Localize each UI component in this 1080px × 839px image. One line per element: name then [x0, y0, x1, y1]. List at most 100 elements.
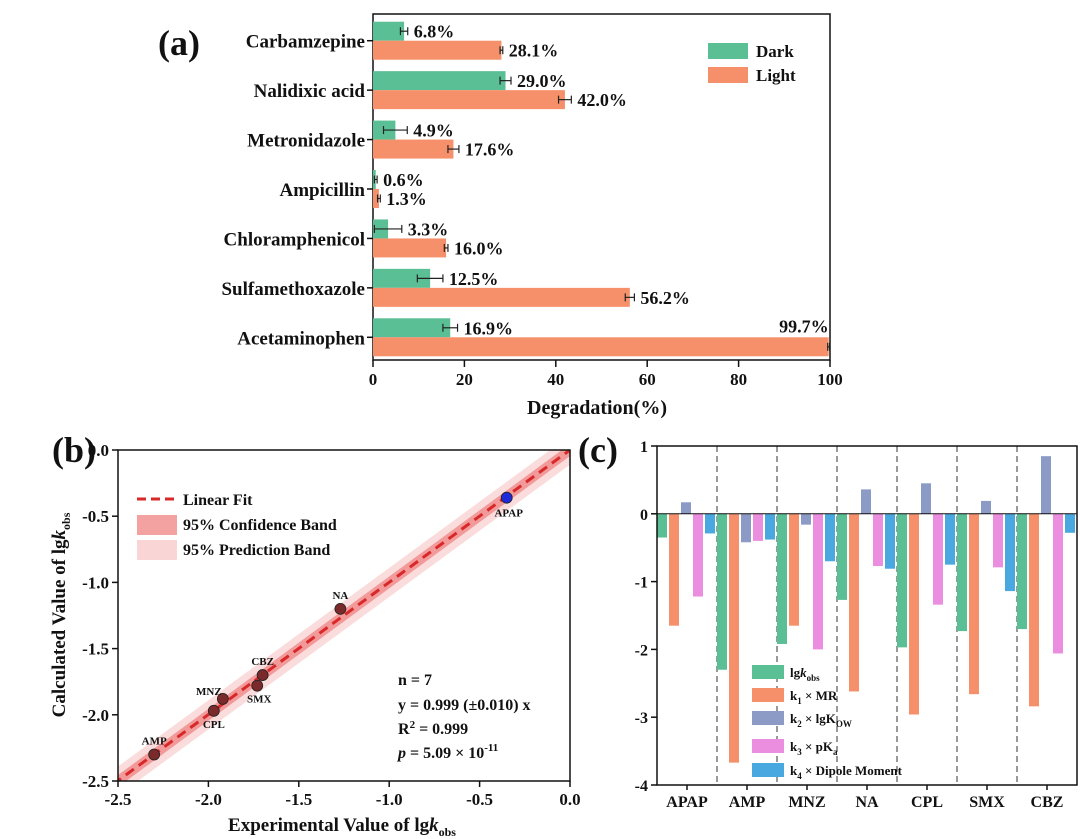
- c-bar: [717, 513, 727, 670]
- c-category-label: CPL: [911, 794, 943, 811]
- c-y-tick-label: -4: [635, 778, 648, 795]
- a-data-label: 99.7%: [779, 316, 829, 336]
- a-data-label: 56.2%: [640, 288, 690, 308]
- c-bar: [909, 513, 919, 715]
- panel-b-xlabel: Experimental Value of lgkobs: [228, 815, 456, 839]
- c-bar: [981, 500, 991, 514]
- c-bar: [837, 513, 847, 600]
- c-bar: [849, 513, 859, 692]
- b-x-tick-label: -2.0: [195, 790, 222, 809]
- a-data-label: 42.0%: [577, 90, 627, 110]
- c-bar: [873, 513, 883, 567]
- a-bar-light: [373, 238, 447, 258]
- a-category-label: Metronidazole: [247, 131, 365, 152]
- b-x-tick-label: -2.5: [105, 790, 132, 809]
- panel-a-label: (a): [158, 23, 200, 63]
- c-bar: [885, 513, 895, 569]
- c-category-label: NA: [855, 794, 879, 811]
- b-y-tick-label: -2.5: [82, 772, 109, 791]
- a-data-label: 12.5%: [449, 269, 499, 289]
- a-x-tick-label: 20: [456, 370, 473, 389]
- panel-c-label: (c): [578, 430, 618, 470]
- a-x-tick-label: 40: [547, 370, 564, 389]
- a-x-tick-label: 0: [369, 370, 378, 389]
- b-y-tick-label: -2.0: [82, 706, 109, 725]
- legend-c-s4: k4 × Dipole Moment: [790, 763, 903, 781]
- panel-a-plot: 0 20 40 60 80 100 Carbamzepine 6.8% 28.1% Nalidix…: [221, 13, 843, 389]
- a-category-label: Chloramphenicol: [224, 229, 365, 250]
- legend-prediction-swatch: [137, 540, 177, 560]
- panel-b-plot: APAP NA CBZ SMX MNZ CPL AMP -2.5 -2.0 -1.5 -1.0 -0.…: [82, 441, 581, 809]
- a-bar-dark: [373, 21, 405, 41]
- a-legend-label: Light: [756, 66, 796, 85]
- a-data-label: 29.0%: [517, 71, 567, 91]
- c-bar: [729, 513, 739, 763]
- c-y-tick-label: -3: [635, 710, 648, 727]
- b-point: [500, 491, 513, 504]
- legend-c-s1: k1 × MR: [790, 688, 838, 706]
- b-y-tick-label: 0.0: [88, 441, 109, 460]
- a-data-label: 16.0%: [454, 238, 504, 258]
- c-bar: [1053, 513, 1063, 654]
- c-y-tick-label: 1: [640, 439, 648, 456]
- b-point-label: AMP: [142, 736, 167, 748]
- c-y-tick-label: 0: [640, 507, 648, 524]
- a-x-tick-label: 80: [730, 370, 747, 389]
- c-y-tick-label: -1: [635, 575, 648, 592]
- legend-confidence: 95% Confidence Band: [183, 517, 337, 534]
- legend-c-s0: lgkobs: [790, 665, 820, 683]
- c-bar: [657, 513, 667, 538]
- b-point-label: CPL: [203, 719, 225, 731]
- a-category-label: Carbamzepine: [246, 32, 365, 53]
- c-bar: [825, 513, 835, 562]
- b-point: [148, 748, 161, 761]
- a-bar-light: [373, 90, 565, 110]
- b-point-label: NA: [332, 590, 348, 602]
- a-data-label: 1.3%: [386, 189, 427, 209]
- b-plot-area: [118, 450, 570, 781]
- stat-p: p = 5.09 × 10-11: [396, 742, 498, 762]
- b-point-label: CBZ: [251, 656, 274, 668]
- a-bar-dark: [373, 268, 431, 288]
- a-data-label: 28.1%: [509, 41, 558, 61]
- c-bar: [861, 489, 871, 514]
- c-y-tick-label: -2: [635, 642, 648, 659]
- c-bar: [969, 513, 979, 695]
- a-data-label: 16.9%: [464, 318, 514, 338]
- panel-a-xlabel: Degradation(%): [527, 397, 667, 419]
- a-data-label: 17.6%: [465, 140, 515, 160]
- c-category-label: SMX: [969, 794, 1005, 811]
- b-point: [251, 679, 264, 692]
- b-point-label: APAP: [494, 508, 523, 520]
- a-category-label: Acetaminophen: [237, 328, 365, 349]
- legend-c-s3-swatch: [752, 739, 784, 753]
- c-bar: [945, 513, 955, 565]
- a-x-tick-label: 100: [817, 370, 843, 389]
- a-data-label: 6.8%: [414, 22, 455, 42]
- b-y-tick-label: -1.5: [82, 640, 109, 659]
- c-category-label: AMP: [729, 794, 766, 811]
- b-point: [256, 669, 269, 681]
- a-data-label: 4.9%: [413, 121, 454, 141]
- a-bar-dark: [373, 318, 451, 338]
- a-category-label: Sulfamethoxazole: [221, 279, 365, 300]
- c-bar: [813, 513, 823, 650]
- panel-b-label: (b): [52, 430, 96, 470]
- c-bar: [669, 513, 679, 626]
- b-x-tick-label: -0.5: [466, 790, 493, 809]
- c-bar: [693, 513, 703, 597]
- c-category-label: APAP: [666, 794, 708, 811]
- c-bar: [1029, 513, 1039, 707]
- c-bar: [1017, 513, 1027, 630]
- b-point: [334, 602, 347, 615]
- c-category-label: CBZ: [1031, 794, 1064, 811]
- a-bar-light: [373, 139, 454, 159]
- a-category-label: Nalidixic acid: [254, 81, 366, 102]
- c-bar: [1041, 456, 1051, 514]
- b-confidence-band: [118, 450, 570, 781]
- a-bar-dark: [373, 71, 506, 91]
- c-bar: [681, 502, 691, 514]
- c-bar: [933, 513, 943, 605]
- a-category-label: Ampicillin: [279, 180, 365, 201]
